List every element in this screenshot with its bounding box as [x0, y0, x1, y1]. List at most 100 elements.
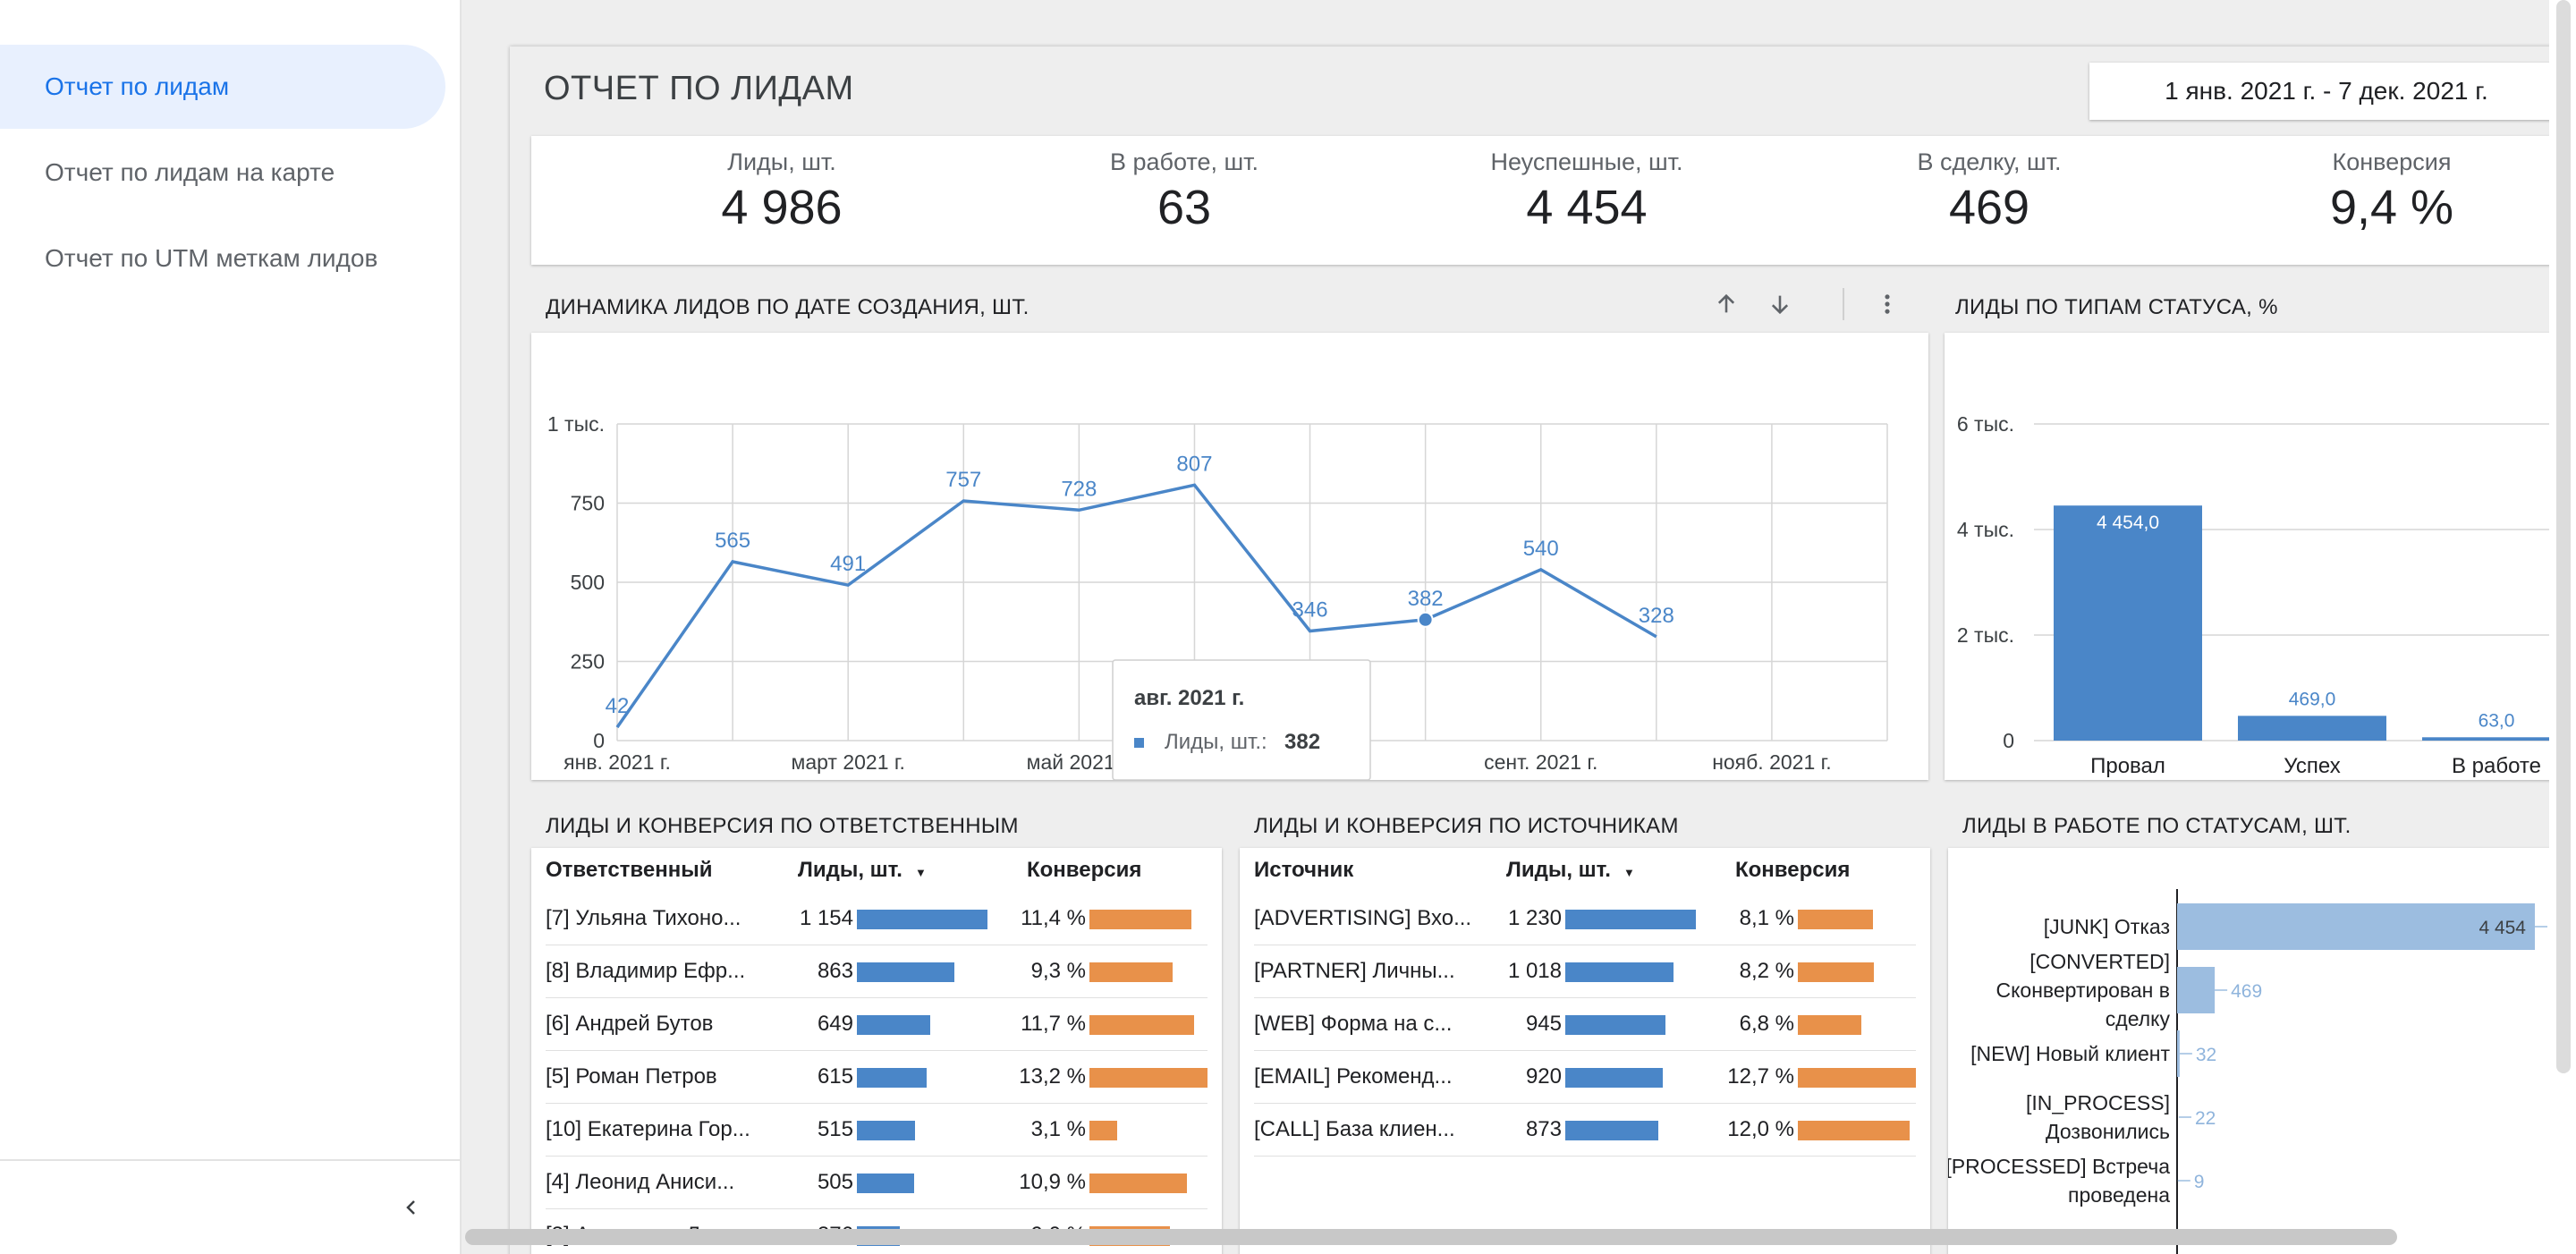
row-conversion: 8,1 %	[1696, 893, 1916, 945]
data-label: 4 454,0	[2097, 513, 2159, 533]
row-conversion: 9,3 %	[987, 945, 1208, 998]
inwork-chart-title: ЛИДЫ В РАБОТЕ ПО СТАТУСАМ, ШТ.	[1962, 814, 2351, 838]
conversion-value: 8,1 %	[1739, 906, 1794, 930]
row-conversion: 11,7 %	[987, 997, 1208, 1051]
sources-table: Источник Лиды, шт. ▼ Конверсия [ADVERTISING]…	[1254, 848, 1916, 1157]
vertical-scrollbar[interactable]	[2556, 0, 2571, 1073]
y-tick-label: 250	[571, 650, 605, 674]
row-conversion: 10,9 %	[987, 1156, 1208, 1209]
leads-value: 649	[817, 1012, 853, 1036]
row-leads: 920	[1479, 1050, 1696, 1104]
sidebar-item-leads-map[interactable]: Отчет по лидам на карте	[0, 131, 335, 215]
x-tick-label: авг. 2021 г.	[1375, 779, 1476, 780]
conversion-bar	[1089, 1014, 1194, 1035]
kpi-label: Лиды, шт.	[727, 148, 836, 175]
more-options-button[interactable]	[1869, 286, 1905, 322]
column-header-label: Лиды, шт.	[1506, 858, 1611, 882]
row-name: [4] Леонид Аниси...	[546, 1156, 771, 1209]
data-label: 9	[2194, 1172, 2205, 1192]
table-header-row: Источник Лиды, шт. ▼ Конверсия	[1254, 848, 1916, 893]
table-row[interactable]: [PARTNER] Личны... 1 018 8,2 %	[1254, 945, 1916, 998]
conversion-value: 9,3 %	[1030, 959, 1086, 983]
status-chart-title: ЛИДЫ ПО ТИПАМ СТАТУСА, %	[1955, 295, 2278, 319]
y-tick-label: 4 тыс.	[1957, 518, 2014, 541]
row-leads: 1 018	[1479, 945, 1696, 998]
table-row[interactable]: [EMAIL] Рекоменд... 920 12,7 %	[1254, 1050, 1916, 1104]
data-label: 540	[1523, 537, 1559, 561]
leads-value: 515	[817, 1117, 853, 1141]
conversion-bar	[1089, 962, 1173, 982]
row-leads: 649	[771, 997, 987, 1051]
sort-descending-button[interactable]	[1762, 286, 1798, 322]
row-conversion: 3,1 %	[987, 1103, 1208, 1157]
leads-bar	[857, 1173, 914, 1193]
row-conversion: 12,7 %	[1696, 1050, 1916, 1104]
kpi-label: В сделку, шт.	[1917, 148, 2062, 175]
y-tick-label: 750	[571, 492, 605, 515]
table-row[interactable]: [CALL] База клиен... 873 12,0 %	[1254, 1103, 1916, 1157]
y-tick-label: 1 тыс.	[547, 412, 605, 436]
divider	[1843, 288, 1844, 320]
column-header[interactable]: Ответственный	[546, 858, 713, 882]
table-row[interactable]: [4] Леонид Аниси... 505 10,9 %	[546, 1156, 1208, 1209]
sort-ascending-button[interactable]	[1708, 286, 1744, 322]
conversion-value: 3,1 %	[1030, 1117, 1086, 1141]
data-label: 63,0	[2479, 710, 2515, 731]
row-leads: 863	[771, 945, 987, 998]
leads-value: 1 154	[799, 906, 853, 930]
page-title: ОТЧЕТ ПО ЛИДАМ	[544, 70, 854, 107]
bar	[2177, 1030, 2180, 1077]
row-leads: 515	[771, 1103, 987, 1157]
row-conversion: 11,4 %	[987, 893, 1208, 945]
sidebar: Отчет по лидам Отчет по лидам на карте О…	[0, 0, 462, 1254]
line-chart: 0 250 500 750 1 тыс. янв. 2021 г. февр. 2021 г…	[547, 412, 1929, 802]
category-label: Сконвертирован в	[1996, 979, 2171, 1002]
leads-value: 505	[817, 1170, 853, 1194]
column-header[interactable]: Конверсия	[1735, 858, 1851, 882]
horizontal-scrollbar[interactable]	[465, 1229, 2397, 1245]
conversion-bar	[1089, 1173, 1187, 1193]
conversion-value: 8,2 %	[1739, 959, 1794, 983]
status-chart-card: 0 2 тыс. 4 тыс. 6 тыс. 4 454,0 Провал 469,0 Усп…	[1945, 333, 2549, 780]
leads-value: 920	[1525, 1064, 1562, 1089]
table-row[interactable]: [10] Екатерина Гор... 515 3,1 %	[546, 1103, 1208, 1157]
data-label: 807	[1176, 452, 1212, 476]
conversion-bar	[1798, 1067, 1916, 1088]
column-header[interactable]: Источник	[1254, 858, 1354, 882]
row-leads: 1 230	[1479, 893, 1696, 945]
column-header[interactable]: Конверсия	[1027, 858, 1142, 882]
kpi-label: В работе, шт.	[1109, 148, 1259, 175]
sources-table-card: Источник Лиды, шт. ▼ Конверсия [ADVERTISING]…	[1240, 848, 1930, 1254]
sidebar-item-leads-report[interactable]: Отчет по лидам	[0, 45, 445, 129]
conversion-value: 11,4 %	[1021, 906, 1086, 930]
bar	[2177, 903, 2535, 950]
leads-bar	[857, 909, 987, 929]
table-row[interactable]: [WEB] Форма на с... 945 6,8 %	[1254, 997, 1916, 1051]
data-label: 382	[1408, 587, 1444, 611]
leads-value: 873	[1525, 1117, 1562, 1141]
data-label: 22	[2195, 1108, 2216, 1129]
date-range-picker[interactable]: 1 янв. 2021 г. - 7 дек. 2021 г.	[2089, 63, 2549, 120]
category-label: [PROCESSED] Встреча	[1948, 1155, 2170, 1178]
x-tick-label: В работе	[2452, 754, 2541, 778]
x-tick-label: апр. 2021 г.	[910, 779, 1017, 780]
row-conversion: 6,8 %	[1696, 997, 1916, 1051]
inwork-chart-card: 4 454 [JUNK] Отказ 469 [CONVERTED] Сконверти…	[1945, 848, 2549, 1254]
y-tick-label: 0	[2003, 729, 2014, 752]
table-row[interactable]: [8] Владимир Ефр... 863 9,3 %	[546, 945, 1208, 998]
table-row[interactable]: [5] Роман Петров 615 13,2 %	[546, 1050, 1208, 1104]
table-row[interactable]: [6] Андрей Бутов 649 11,7 %	[546, 997, 1208, 1051]
table-row[interactable]: [ADVERTISING] Вхо... 1 230 8,1 %	[1254, 893, 1916, 945]
divider	[0, 1159, 460, 1161]
column-header-sorted[interactable]: Лиды, шт. ▼	[1479, 848, 1696, 893]
data-label: 4 454	[2479, 918, 2526, 938]
x-tick-label: Успех	[2284, 754, 2340, 778]
kpi-value: 469	[1948, 181, 2030, 234]
y-tick-label: 0	[593, 729, 605, 752]
table-row[interactable]: [7] Ульяна Тихоно... 1 154 11,4 %	[546, 893, 1208, 945]
collapse-sidebar-button[interactable]	[394, 1190, 429, 1225]
sidebar-item-utm[interactable]: Отчет по UTM меткам лидов	[0, 216, 377, 301]
conversion-value: 6,8 %	[1739, 1012, 1794, 1036]
column-header-sorted[interactable]: Лиды, шт. ▼	[771, 848, 987, 893]
conversion-bar	[1798, 962, 1875, 982]
